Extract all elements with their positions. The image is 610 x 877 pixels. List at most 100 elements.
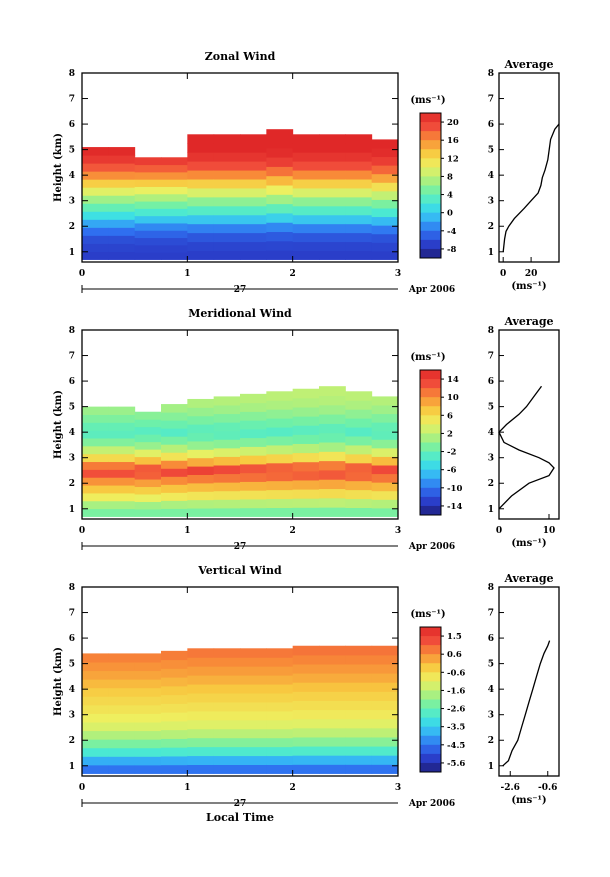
y-tick-label: 1 — [69, 762, 75, 772]
field-cell — [213, 413, 241, 423]
field-cell — [213, 196, 241, 207]
field-cell — [371, 242, 399, 252]
field-cell — [371, 233, 399, 243]
colorbar-segment — [420, 762, 441, 773]
field-cell — [108, 713, 136, 723]
field-cell — [266, 185, 294, 195]
field-cell — [371, 139, 399, 149]
field-cell — [134, 747, 162, 757]
y-tick-label: 1 — [69, 248, 75, 258]
field-cell — [345, 418, 373, 428]
wind-panel-2 — [81, 586, 560, 807]
field-cell — [371, 663, 399, 674]
field-cell — [187, 648, 215, 658]
field-cell — [240, 737, 267, 748]
y-tick-label: 7 — [69, 609, 75, 619]
field-cell — [161, 500, 188, 509]
field-cell — [319, 232, 346, 243]
field-cell — [161, 412, 188, 421]
panel-title: Vertical Wind — [197, 564, 282, 577]
field-cell — [292, 406, 320, 417]
field-cell — [319, 178, 346, 189]
field-cell — [266, 719, 294, 730]
field-cell — [213, 490, 241, 500]
x-tick-label: 1 — [184, 269, 190, 279]
field-cell — [292, 645, 320, 656]
colorbar-segment — [420, 388, 441, 398]
field-cell — [240, 507, 267, 517]
y-tick-label: 7 — [69, 352, 75, 362]
colorbar-tick-label: 0.6 — [447, 650, 462, 660]
field-cell — [292, 709, 320, 720]
field-cell — [319, 682, 346, 692]
colorbar-segment — [420, 681, 441, 691]
x-tick-label: 3 — [395, 269, 401, 279]
field-cell — [108, 445, 136, 455]
field-cell — [319, 134, 346, 144]
field-cell — [161, 738, 188, 748]
y-tick-label: 3 — [69, 711, 75, 721]
field-cell — [292, 764, 320, 774]
field-cell — [82, 704, 109, 714]
field-cell — [319, 497, 346, 508]
y-tick-label: 5 — [69, 660, 75, 670]
field-cell — [134, 722, 162, 732]
field-cell — [319, 241, 346, 252]
field-cell — [108, 227, 136, 236]
field-cell — [213, 143, 241, 153]
field-cell — [371, 447, 399, 457]
field-cell — [319, 187, 346, 198]
field-cell — [82, 414, 109, 423]
field-cell — [82, 492, 109, 502]
y-axis-label: Height (km) — [53, 133, 64, 202]
average-profile-line — [502, 123, 560, 252]
colorbar-segment — [420, 140, 441, 150]
colorbar-segment — [420, 113, 441, 123]
x-tick-label: 0 — [79, 269, 85, 279]
field-cell — [108, 235, 136, 244]
field-cell — [266, 203, 294, 214]
field-cell — [134, 419, 162, 428]
field-cell — [213, 241, 241, 252]
field-cell — [161, 157, 188, 166]
field-cell — [266, 498, 294, 509]
field-cell — [240, 428, 267, 439]
field-cell — [371, 727, 399, 738]
field-cell — [319, 673, 346, 683]
field-cell — [108, 430, 136, 439]
field-cell — [240, 719, 267, 730]
field-cell — [213, 728, 241, 739]
field-cell — [213, 666, 241, 676]
field-cell — [82, 653, 109, 663]
field-cell — [292, 682, 320, 692]
colorbar-tick-label: 16 — [447, 136, 459, 146]
colorbar-segment — [420, 370, 441, 380]
field-cell — [371, 430, 399, 440]
field-cell — [134, 764, 162, 774]
field-cell — [292, 161, 320, 171]
field-cell — [187, 737, 215, 748]
field-cell — [345, 187, 373, 198]
field-cell — [213, 746, 241, 757]
field-cell — [187, 161, 215, 171]
field-cell — [213, 404, 241, 415]
field-cell — [371, 413, 399, 423]
field-cell — [266, 453, 294, 464]
field-cell — [134, 171, 162, 180]
field-cell — [161, 230, 188, 239]
wind-panel-0 — [81, 72, 560, 293]
field-cell — [134, 679, 162, 689]
colorbar-tick-label: 12 — [447, 154, 459, 164]
field-cell — [292, 205, 320, 216]
field-cell — [266, 737, 294, 748]
field-cell — [213, 430, 241, 440]
field-cell — [108, 406, 136, 415]
colorbar-segment — [420, 185, 441, 196]
colorbar-tick-label: -2.6 — [447, 705, 465, 715]
field-cell — [266, 147, 294, 158]
field-cell — [240, 152, 267, 162]
colorbar-segment — [420, 158, 441, 168]
field-cell — [213, 447, 241, 457]
field-cell — [213, 764, 241, 774]
